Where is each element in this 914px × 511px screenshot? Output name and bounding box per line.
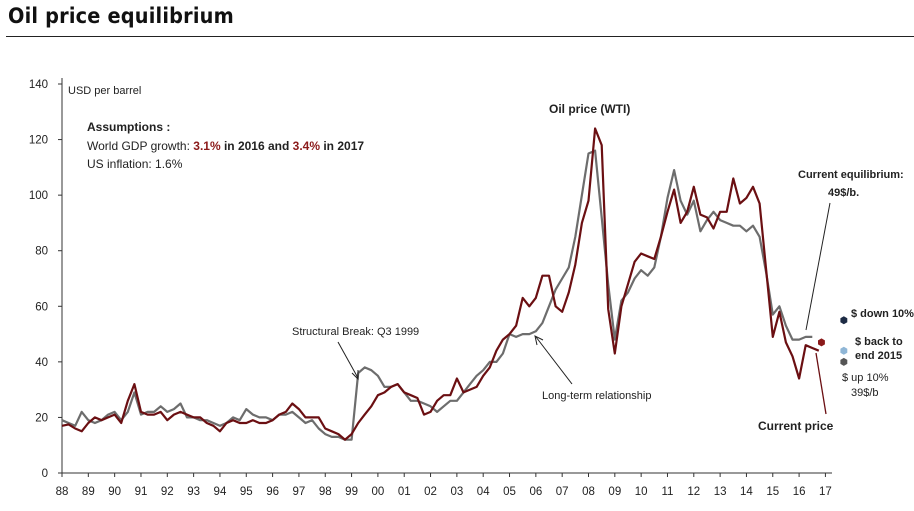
x-tick-label: 99 <box>345 486 358 498</box>
current-equilibrium-value: 49$/b. <box>828 187 859 199</box>
current-equilibrium-arrow <box>805 202 831 331</box>
scenario-back-label-1: $ back to <box>855 336 903 348</box>
scenario-up-label-2: 39$/b <box>851 387 879 399</box>
current-equilibrium-label: Current equilibrium: <box>798 169 904 181</box>
equilibrium-line <box>61 149 813 441</box>
x-tick-label: 14 <box>740 486 753 498</box>
y-tick-label: 80 <box>35 246 48 258</box>
current-price-label: Current price <box>758 419 834 433</box>
scenario-up-label-1: $ up 10% <box>842 372 889 384</box>
assumptions-gdp: World GDP growth: 3.1% in 2016 and 3.4% … <box>87 139 364 153</box>
structural-break-arrow <box>337 341 359 379</box>
x-tick-label: 03 <box>450 486 463 498</box>
long-term-arrowhead <box>534 335 544 346</box>
x-tick-label: 13 <box>714 486 727 498</box>
x-tick-label: 05 <box>503 486 516 498</box>
scenario-back-marker <box>840 346 848 355</box>
series-layer <box>61 127 848 441</box>
x-tick-label: 09 <box>608 486 621 498</box>
x-tick-label: 97 <box>293 486 306 498</box>
y-tick-label: 40 <box>35 357 48 369</box>
x-tick-label: 95 <box>240 486 253 498</box>
oil-price-series-label: Oil price (WTI) <box>549 102 630 116</box>
x-tick-label: 93 <box>187 486 200 498</box>
x-tick-label: 16 <box>793 486 806 498</box>
y-tick-label: 60 <box>35 301 48 313</box>
x-tick-label: 17 <box>819 486 832 498</box>
structural-break-arrowhead <box>351 370 359 381</box>
title-divider <box>6 36 914 37</box>
long-term-label: Long-term relationship <box>542 390 651 402</box>
scenario-up-marker <box>840 357 848 366</box>
y-axis-label: USD per barrel <box>68 85 141 97</box>
gdp-mid: in 2016 and <box>221 139 293 153</box>
page-title: Oil price equilibrium <box>8 4 234 28</box>
current-price-arrow <box>815 352 827 415</box>
assumptions-inflation: US inflation: 1.6% <box>87 157 183 171</box>
x-tick-label: 98 <box>319 486 332 498</box>
y-tick-label: 100 <box>29 190 48 202</box>
gdp-prefix: World GDP growth: <box>87 139 193 153</box>
gdp-2016: 3.1% <box>193 139 221 153</box>
x-tick-label: 01 <box>398 486 411 498</box>
x-tick-label: 00 <box>371 486 384 498</box>
scenario-down-marker <box>840 316 848 325</box>
x-tick-label: 91 <box>135 486 148 498</box>
gdp-suffix: in 2017 <box>320 139 364 153</box>
structural-break-label: Structural Break: Q3 1999 <box>292 326 419 338</box>
y-tick-label: 20 <box>35 412 48 424</box>
current-price-marker <box>818 338 825 347</box>
x-tick-label: 12 <box>687 486 700 498</box>
x-tick-label: 88 <box>56 486 69 498</box>
y-tick-label: 0 <box>42 468 48 480</box>
x-tick-label: 89 <box>82 486 95 498</box>
x-tick-label: 06 <box>529 486 542 498</box>
gdp-2017: 3.4% <box>293 139 321 153</box>
assumptions-heading: Assumptions : <box>87 120 170 134</box>
x-tick-label: 10 <box>635 486 648 498</box>
x-tick-label: 08 <box>582 486 595 498</box>
x-tick-label: 94 <box>214 486 227 498</box>
y-tick-label: 140 <box>29 79 48 91</box>
oil-price-line <box>61 127 820 441</box>
x-tick-label: 90 <box>108 486 121 498</box>
x-tick-label: 11 <box>661 486 673 498</box>
scenario-back-label-2: end 2015 <box>855 350 902 362</box>
y-tick-label: 120 <box>29 135 48 147</box>
long-term-arrow <box>535 336 573 385</box>
x-tick-label: 02 <box>424 486 437 498</box>
x-tick-label: 15 <box>766 486 779 498</box>
annotations-layer: USD per barrel Assumptions : World GDP g… <box>68 85 914 433</box>
x-tick-label: 04 <box>477 486 490 498</box>
x-tick-label: 07 <box>556 486 569 498</box>
scenario-down-label: $ down 10% <box>851 308 914 320</box>
x-tick-label: 92 <box>161 486 174 498</box>
x-tick-label: 96 <box>266 486 279 498</box>
